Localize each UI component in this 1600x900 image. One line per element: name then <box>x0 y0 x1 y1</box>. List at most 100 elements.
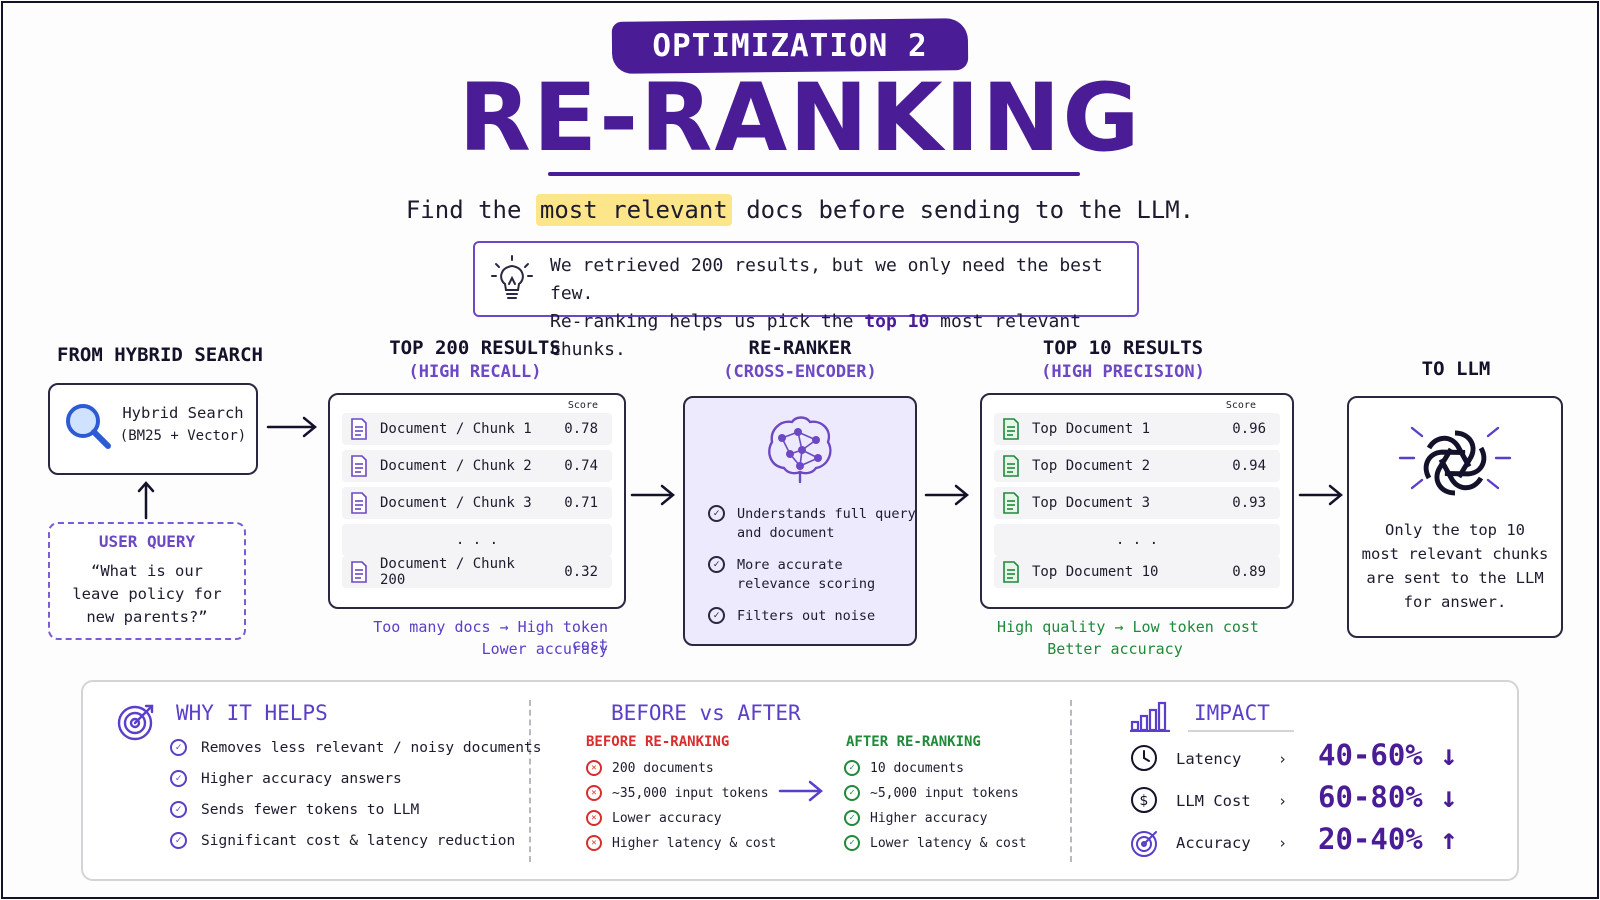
before-item: ✕ 200 documents <box>586 760 714 776</box>
after-item-text: Higher accuracy <box>870 810 988 826</box>
impact-label: LLM Cost <box>1176 792 1251 810</box>
divider-2 <box>1070 700 1072 862</box>
reranker-item-text: More accurate relevance scoring <box>737 556 875 594</box>
why-item-text: Removes less relevant / noisy documents <box>201 739 542 756</box>
arrow-down-icon: ↓ <box>1440 738 1458 772</box>
hybrid-sublabel: (BM25 + Vector) <box>119 428 247 444</box>
reranker-item: ✓ Filters out noise <box>708 607 875 626</box>
table-row: Top Document 10 0.89 <box>994 556 1280 588</box>
before-item: ✕ Higher latency & cost <box>586 835 776 851</box>
llm-heading: TO LLM <box>1421 358 1491 380</box>
check-icon: ✓ <box>844 835 860 851</box>
reranker-item-line-1: Understands full query <box>737 506 916 522</box>
document-icon <box>342 455 376 477</box>
page-subtitle: Find the most relevant docs before sendi… <box>300 190 1300 230</box>
before-item: ✕ ~35,000 input tokens <box>586 785 769 801</box>
x-icon: ✕ <box>586 760 602 776</box>
check-icon: ✓ <box>844 760 860 776</box>
query-line-2: leave policy for <box>72 585 222 603</box>
bottom-panel <box>81 680 1519 881</box>
reranker-item-text: Filters out noise <box>737 608 876 624</box>
row-score: 0.78 <box>564 421 598 437</box>
subtitle-pre: Find the <box>405 196 536 224</box>
row-label: Top Document 10 <box>1032 564 1159 580</box>
before-item: ✕ Lower accuracy <box>586 810 722 826</box>
tip-line-1: We retrieved 200 results, but we only ne… <box>550 255 1103 304</box>
ellipsis-row: . . . <box>994 524 1280 556</box>
query-line-1: “What is our <box>91 562 203 580</box>
after-item-text: 10 documents <box>870 760 964 776</box>
top10-heading: TOP 10 RESULTS <box>1042 337 1204 359</box>
top10-note-1: High quality → Low token cost <box>997 618 1259 636</box>
divider-1 <box>529 700 531 862</box>
why-item: ✓ Removes less relevant / noisy documents <box>170 739 541 756</box>
why-item: ✓ Higher accuracy answers <box>170 770 402 787</box>
after-item-text: Lower latency & cost <box>870 835 1027 851</box>
brain-network-icon <box>762 412 838 488</box>
x-icon: ✕ <box>586 835 602 851</box>
user-query-box <box>48 522 246 640</box>
after-item: ✓ 10 documents <box>844 760 964 776</box>
lightbulb-icon <box>490 254 534 304</box>
subtitle-post: docs before sending to the LLM. <box>731 196 1195 224</box>
user-query-heading: USER QUERY <box>98 532 196 551</box>
reranker-item-line-2: and document <box>737 525 835 541</box>
dollar-icon: $ <box>1130 786 1158 814</box>
table-row: Top Document 2 0.94 <box>994 450 1280 482</box>
before-heading: BEFORE RE-RANKING <box>586 734 730 750</box>
row-score: 0.89 <box>1232 564 1266 580</box>
subtitle-highlight: most relevant <box>535 194 732 226</box>
before-item-text: Higher latency & cost <box>612 835 777 851</box>
arrow-icon-2 <box>630 480 676 514</box>
after-item: ✓ Higher accuracy <box>844 810 987 826</box>
arrow-icon-3 <box>924 480 970 514</box>
reranker-item-line-1: More accurate <box>737 557 843 573</box>
top200-score-label: Score <box>567 400 598 411</box>
impact-label: Accuracy <box>1176 834 1251 852</box>
row-score: 0.71 <box>564 495 598 511</box>
title-underline <box>548 172 1080 176</box>
after-item: ✓ ~5,000 input tokens <box>844 785 1019 801</box>
page-title: RE-RANKING <box>458 64 1142 173</box>
top10-score-label: Score <box>1225 400 1256 411</box>
llm-line-2: most relevant chunks <box>1361 545 1549 563</box>
top200-note-2: Lower accuracy <box>481 640 608 658</box>
clock-icon <box>1130 744 1158 772</box>
impact-value-number: 40-60% <box>1318 738 1423 772</box>
arrow-up-icon: ↑ <box>1440 822 1458 856</box>
search-icon <box>62 400 114 452</box>
row-score: 0.74 <box>564 458 598 474</box>
table-row: Document / Chunk 1 0.78 <box>342 413 612 445</box>
top200-subheading: (HIGH RECALL) <box>408 362 542 382</box>
tip-line-2-post: most relevant chunks. <box>550 311 1082 360</box>
table-row: Document / Chunk 200 0.32 <box>342 556 612 588</box>
row-label: Top Document 3 <box>1032 495 1151 511</box>
tip-line-2-pre: Re-ranking helps us pick the <box>550 311 865 332</box>
chevron-right-icon: › <box>1278 792 1288 810</box>
tip-text: We retrieved 200 results, but we only ne… <box>550 252 1130 364</box>
document-icon <box>994 455 1028 477</box>
table-row: Document / Chunk 3 0.71 <box>342 487 612 519</box>
query-line-3: new parents?” <box>86 608 208 626</box>
after-item: ✓ Lower latency & cost <box>844 835 1027 851</box>
impact-value-number: 60-80% <box>1318 780 1423 814</box>
row-score: 0.32 <box>564 564 598 580</box>
before-item-text: Lower accuracy <box>612 810 722 826</box>
reranker-item: ✓ Understands full query and document <box>708 505 916 543</box>
why-title: WHY IT HELPS <box>176 701 328 725</box>
document-icon <box>994 418 1028 440</box>
top10-note-2: Better accuracy <box>1047 640 1183 658</box>
tip-box <box>473 241 1139 317</box>
check-icon: ✓ <box>170 770 187 787</box>
reranker-heading: RE-RANKER <box>748 337 852 359</box>
x-icon: ✕ <box>586 785 602 801</box>
check-icon: ✓ <box>170 832 187 849</box>
before-item-text: ~35,000 input tokens <box>612 785 769 801</box>
row-score: 0.94 <box>1232 458 1266 474</box>
x-icon: ✕ <box>586 810 602 826</box>
document-icon <box>342 561 376 583</box>
document-icon <box>994 561 1028 583</box>
svg-text:$: $ <box>1140 793 1149 809</box>
table-row: Document / Chunk 2 0.74 <box>342 450 612 482</box>
target-icon <box>116 700 158 742</box>
